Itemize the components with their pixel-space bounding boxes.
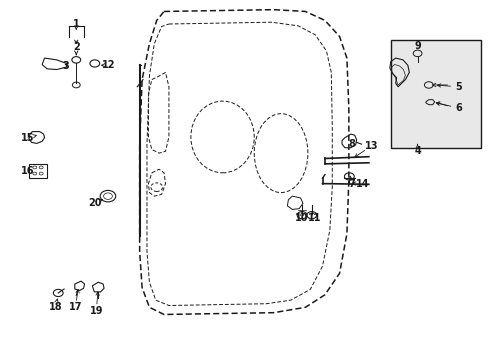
Text: 4: 4 xyxy=(413,146,420,156)
Text: 13: 13 xyxy=(364,141,377,151)
Text: 3: 3 xyxy=(62,61,69,71)
Text: 2: 2 xyxy=(73,42,80,52)
Text: 19: 19 xyxy=(89,306,103,316)
Text: 18: 18 xyxy=(48,302,62,312)
Text: 14: 14 xyxy=(355,179,368,189)
Text: 6: 6 xyxy=(455,103,462,113)
Text: 8: 8 xyxy=(347,139,354,149)
FancyBboxPatch shape xyxy=(390,40,480,148)
Text: 9: 9 xyxy=(413,41,420,50)
Text: 16: 16 xyxy=(20,166,34,176)
Text: 5: 5 xyxy=(455,82,462,92)
Text: 20: 20 xyxy=(88,198,102,208)
Text: 7: 7 xyxy=(347,179,354,189)
Text: 15: 15 xyxy=(20,133,34,143)
Text: 17: 17 xyxy=(68,302,82,312)
Text: 1: 1 xyxy=(73,19,80,29)
Text: 10: 10 xyxy=(295,213,308,222)
Text: 12: 12 xyxy=(102,60,116,70)
Text: 11: 11 xyxy=(307,213,320,222)
